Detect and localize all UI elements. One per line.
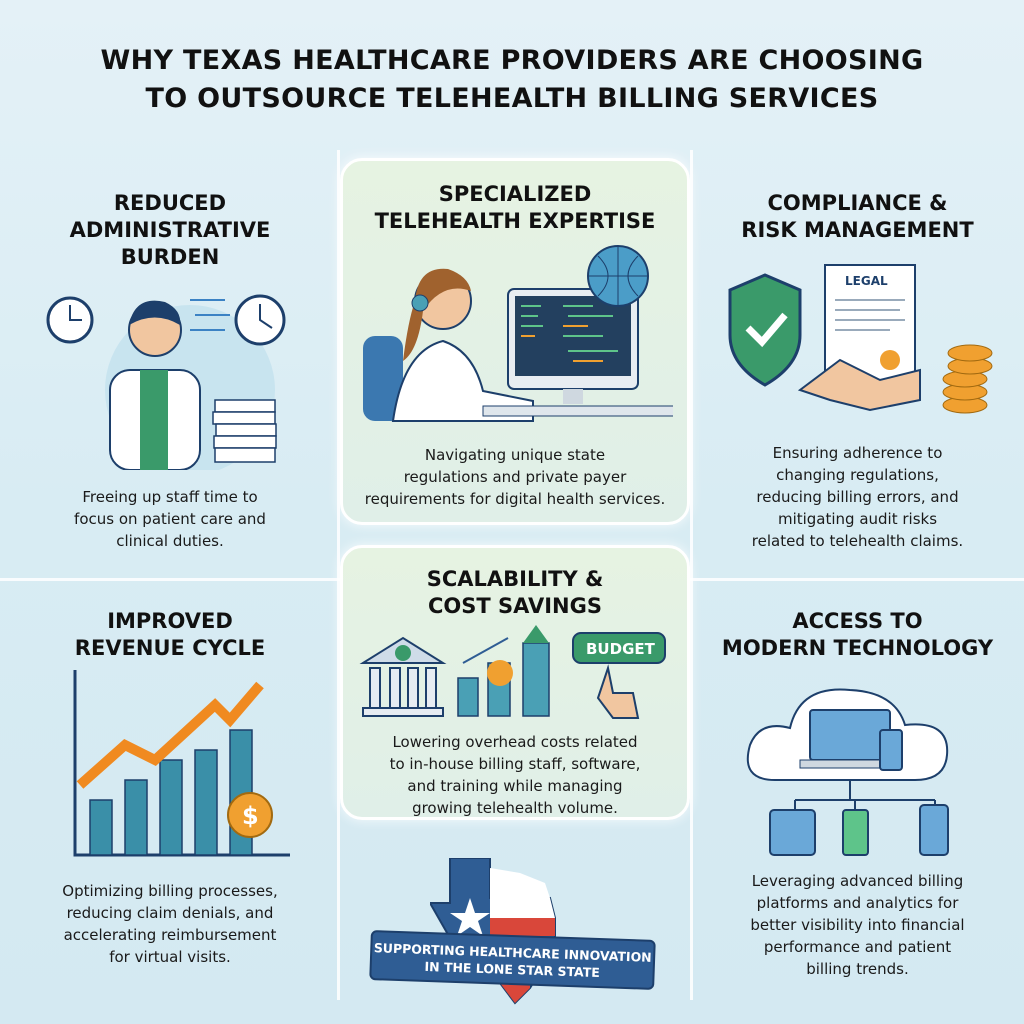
bank-bars-budget-icon: BUDGET (359, 625, 666, 719)
divider (0, 578, 340, 581)
divider (337, 150, 340, 1000)
panel-heading: SCALABILITY & COST SAVINGS (426, 567, 604, 618)
divider (690, 150, 693, 1000)
divider (690, 578, 1024, 581)
panel-description: Freeing up staff time to focus on patient… (74, 488, 266, 550)
panel-reduced-burden: REDUCED ADMINISTRATIVE BURDEN (10, 190, 330, 271)
card-specialized-expertise: SPECIALIZED TELEHEALTH EXPERTISE Navigati… (340, 158, 690, 525)
cloud-devices-icon (746, 688, 949, 856)
panel-heading: ACCESS TO MODERN TECHNOLOGY (721, 609, 994, 660)
legal-label: LEGAL (845, 274, 888, 288)
panel-modern-technology: ACCESS TO MODERN TECHNOLOGY (695, 608, 1020, 662)
doctor-paperwork-icon (46, 294, 286, 470)
panel-revenue-cycle: IMPROVED REVENUE CYCLE (10, 608, 330, 662)
agent-computer-globe-icon (363, 245, 673, 422)
panel-heading: SPECIALIZED TELEHEALTH EXPERTISE (374, 182, 656, 233)
panel-heading: IMPROVED REVENUE CYCLE (74, 609, 266, 660)
panel-description: Leveraging advanced billing platforms and… (750, 872, 965, 978)
banner-ribbon: SUPPORTING HEALTHCARE INNOVATION IN THE … (369, 930, 656, 990)
panel-description: Navigating unique state regulations and p… (364, 446, 666, 508)
card-scalability: SCALABILITY & COST SAVINGS BUDGET Lowerin… (340, 545, 690, 820)
panel-heading: REDUCED ADMINISTRATIVE BURDEN (69, 191, 271, 269)
panel-description: Optimizing billing processes, reducing cl… (62, 882, 278, 966)
panel-heading: COMPLIANCE & RISK MANAGEMENT (741, 191, 974, 242)
panel-compliance: COMPLIANCE & RISK MANAGEMENT (695, 190, 1020, 244)
budget-label: BUDGET (586, 640, 656, 658)
shield-handshake-legal-icon: LEGAL (728, 264, 993, 414)
growth-chart-icon: $ (73, 670, 290, 857)
page-title: WHY TEXAS HEALTHCARE PROVIDERS ARE CHOOS… (100, 45, 924, 114)
panel-description: Lowering overhead costs related to in-hou… (389, 733, 641, 817)
svg-text:$: $ (242, 802, 259, 830)
panel-description: Ensuring adherence to changing regulation… (751, 444, 964, 550)
